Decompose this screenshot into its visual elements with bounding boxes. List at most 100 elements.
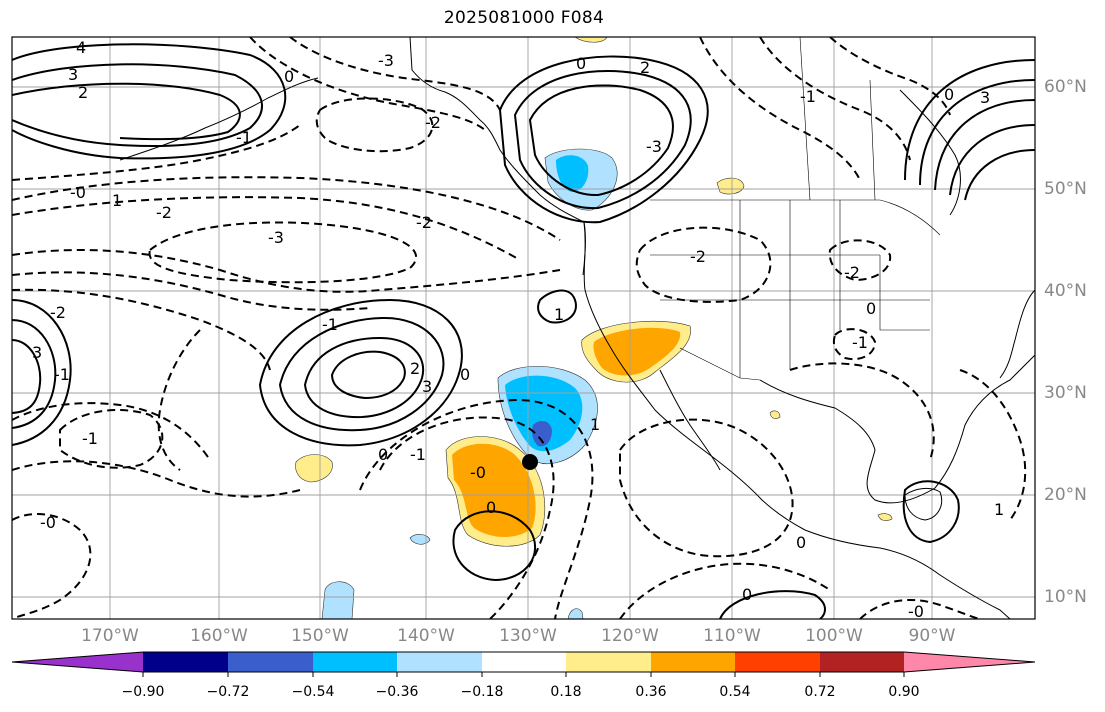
contour-label-layer: 4 3 2 0 -3 -2 -1 0 2 -0 1 -2 -3 -2 -3 3 …	[32, 38, 1004, 621]
central-america-coast	[804, 529, 1011, 619]
west-edge-high-2	[12, 319, 57, 429]
canada-province-line-2	[869, 79, 876, 201]
latitude-label: 60°N	[1044, 77, 1087, 97]
longitude-label: 110°W	[703, 626, 761, 646]
dashed-south-2	[59, 409, 164, 469]
contour-label: 1	[994, 500, 1004, 519]
dashed-canada-3	[829, 37, 951, 116]
contour-label: 3	[980, 88, 990, 107]
contour-label: 3	[422, 377, 432, 396]
dashed-canada-2	[759, 37, 911, 161]
aleutian-high-3	[12, 82, 241, 141]
contour-label: -0	[70, 183, 86, 202]
dashed-bottom-1	[619, 562, 831, 619]
graticule	[12, 37, 1035, 619]
contour-label: -1	[322, 315, 338, 334]
longitude-label: 140°W	[397, 626, 455, 646]
contour-loop-spike	[537, 289, 577, 324]
colorbar-tick-label: 0.36	[635, 684, 667, 700]
colorbar-segment	[820, 652, 904, 672]
contour-label: 0	[576, 54, 586, 73]
latitude-label: 20°N	[1044, 485, 1087, 505]
canada-province-line	[799, 37, 811, 201]
gulf-of-alaska-high-3	[528, 84, 674, 197]
contour-label: 0	[284, 67, 294, 86]
subtropical-high-2	[278, 316, 445, 432]
colorbar-segment	[482, 652, 566, 672]
hudson-bay	[899, 89, 961, 216]
dashed-storm-ring-2	[359, 398, 594, 619]
contour-zero-yucatan	[902, 480, 960, 544]
contour-label: 3	[68, 65, 78, 84]
eastern-canada-high-1	[904, 59, 1035, 181]
contour-label: 1	[554, 305, 564, 324]
contour-label: -1	[852, 333, 868, 352]
map-frame	[11, 36, 1036, 620]
contour-label: 0	[486, 498, 496, 517]
dashed-loop-east-1	[635, 226, 772, 303]
dashed-loop-east-2	[828, 239, 892, 282]
colorbar-tick-label: 0.54	[719, 684, 751, 700]
blue-anomaly-north-core	[556, 155, 589, 192]
contour-label: 1	[112, 191, 122, 210]
dashed-north-3	[12, 124, 301, 181]
dashed-band-4	[12, 271, 371, 311]
blue-blob-bottom	[321, 581, 355, 619]
map-title: 2025081000 F084	[443, 8, 605, 28]
contour-label: 4	[76, 38, 86, 57]
longitude-label: 120°W	[601, 626, 659, 646]
contour-label: 0	[944, 85, 954, 104]
us-canada-border	[650, 199, 941, 236]
contour-label: -0	[908, 602, 924, 621]
gulf-of-alaska-high-1	[498, 55, 709, 224]
eastern-canada-high-5	[964, 149, 1035, 201]
north-america-west-coast	[583, 221, 806, 531]
orange-anomaly-east-core	[593, 327, 681, 376]
colorbar-extend-high	[904, 652, 1035, 672]
colorbar-tick-label: 0.90	[888, 684, 920, 700]
colorbar-tick-label: 0.18	[550, 684, 582, 700]
colorbar-segment	[735, 652, 820, 672]
dashed-nw-loop	[315, 97, 434, 153]
contour-label: 1	[590, 415, 600, 434]
contour-label: -2	[156, 203, 172, 222]
eastern-canada-high-2	[919, 79, 1035, 186]
contour-label: 2	[410, 359, 420, 378]
solid-contours	[12, 43, 1035, 619]
contour-label: 0	[460, 365, 470, 384]
longitude-label: 90°W	[908, 626, 956, 646]
contour-label: 0	[378, 445, 388, 464]
contour-label: -2	[844, 263, 860, 282]
yellow-blob-1	[295, 454, 333, 483]
latitude-label: 40°N	[1044, 281, 1087, 301]
colorbar-tick-label: −0.90	[121, 684, 165, 700]
latitude-label: 50°N	[1044, 179, 1087, 199]
colorbar-segment	[143, 652, 228, 672]
longitude-label: 100°W	[805, 626, 863, 646]
contour-label: 3	[32, 343, 42, 362]
dashed-east-2	[959, 369, 1027, 521]
contour-label: -1	[82, 429, 98, 448]
latitude-label: 30°N	[1044, 383, 1087, 403]
blue-blob-tiny	[567, 608, 584, 619]
dashed-canada-1	[699, 37, 861, 181]
subtropical-high-4	[330, 350, 406, 400]
contour-label: -1	[236, 128, 252, 147]
contour-label: -1	[800, 87, 816, 106]
contour-label: 2	[78, 83, 88, 102]
eastern-canada-high-4	[949, 124, 1035, 196]
yellow-blob-tiny	[769, 410, 781, 419]
eastern-canada-high-3	[934, 99, 1035, 191]
colorbar-tick-label: −0.36	[375, 684, 419, 700]
longitude-label: 150°W	[291, 626, 349, 646]
subtropical-high-1	[258, 298, 463, 447]
longitude-label: 170°W	[81, 626, 139, 646]
colorbar-tick-label: −0.72	[206, 684, 250, 700]
colorbar-segment	[228, 652, 313, 672]
latitude-label: 10°N	[1044, 587, 1087, 607]
colorbar-tick-label: 0.72	[804, 684, 836, 700]
dashed-ring-se	[619, 418, 794, 558]
dashed-east-1	[789, 362, 935, 461]
contour-label: 2	[640, 58, 650, 77]
